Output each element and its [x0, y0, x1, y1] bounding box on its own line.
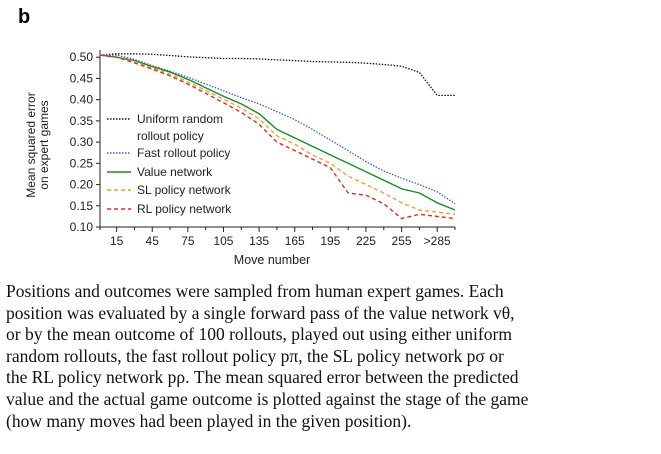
x-tick-label: 255 [392, 234, 412, 248]
y-tick-label: 0.50 [70, 50, 94, 64]
legend-label-4: RL policy network [137, 202, 232, 216]
chart-legend: Uniform random rollout policy Fast rollout… [107, 112, 232, 216]
x-tick-label: 105 [213, 234, 233, 248]
series-line-4 [99, 54, 456, 220]
mse-line-chart: 0.10 0.15 0.20 0.25 0.30 0.35 0.40 0.45 0.50 15 45… [24, 50, 456, 267]
legend-label-2: Value network [137, 165, 213, 179]
series-line-3 [99, 54, 456, 215]
caption-line: position was evaluated by a single forwa… [6, 302, 515, 323]
series-line-2 [99, 54, 456, 211]
legend-label-0: Uniform random [137, 112, 223, 126]
caption-line: or by the mean outcome of 100 rollouts, … [6, 324, 512, 345]
y-tick-label: 0.40 [70, 93, 94, 107]
series-line-0 [99, 53, 455, 97]
chart-axes: 0.10 0.15 0.20 0.25 0.30 0.35 0.40 0.45 0.50 15 45… [70, 50, 456, 248]
x-axis-label: Move number [234, 253, 310, 267]
caption-line: (how many moves had been played in the g… [6, 410, 412, 431]
y-axis-label: Mean squared error on expert games [24, 92, 51, 197]
x-tick-label: 165 [285, 234, 305, 248]
legend-label-0: rollout policy [137, 129, 204, 143]
x-tick-label: 135 [249, 234, 269, 248]
x-tick-label: 75 [181, 234, 195, 248]
y-tick-label: 0.15 [70, 199, 94, 213]
y-tick-label: 0.20 [70, 178, 94, 192]
caption-line: value and the actual game outcome is plo… [6, 388, 529, 409]
y-tick-label: 0.35 [70, 114, 94, 128]
x-tick-label: 15 [110, 234, 124, 248]
panel-label: b [18, 6, 31, 28]
y-tick-label: 0.10 [70, 220, 94, 234]
x-tick-label: 45 [146, 234, 160, 248]
y-tick-label: 0.25 [70, 156, 94, 170]
x-tick-label: >285 [424, 234, 451, 248]
chart-series-lines [99, 53, 456, 220]
caption-line: Positions and outcomes were sampled from… [6, 281, 504, 301]
caption-line: the RL policy network pρ. The mean squar… [6, 367, 519, 388]
x-tick-label: 195 [320, 234, 340, 248]
x-tick-label: 225 [356, 234, 376, 248]
y-axis-label-line: Mean squared error [24, 92, 38, 197]
caption-line: random rollouts, the fast rollout policy… [6, 345, 504, 366]
figure-caption: Positions and outcomes were sampled from… [6, 281, 658, 432]
y-tick-label: 0.30 [70, 135, 94, 149]
y-tick-label: 0.45 [70, 71, 94, 85]
legend-label-3: SL policy network [137, 183, 232, 197]
legend-label-1: Fast rollout policy [137, 146, 230, 160]
series-line-1 [100, 54, 456, 205]
y-axis-label-line: on expert games [37, 100, 51, 189]
